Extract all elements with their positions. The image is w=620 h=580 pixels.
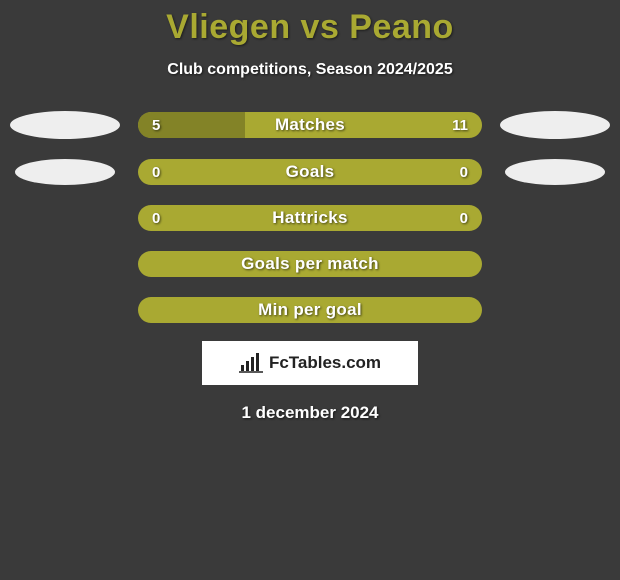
stat-label: Goals per match <box>138 254 482 274</box>
stat-row-mpg: Min per goal <box>0 297 620 323</box>
stat-bar: Min per goal <box>138 297 482 323</box>
stat-row-goals: 0 Goals 0 <box>0 159 620 185</box>
stat-right-value: 11 <box>452 117 468 134</box>
stat-bar: 0 Hattricks 0 <box>138 205 482 231</box>
subtitle: Club competitions, Season 2024/2025 <box>0 61 620 79</box>
stat-row-hattricks: 0 Hattricks 0 <box>0 205 620 231</box>
right-avatar-slot <box>500 159 610 185</box>
brand-text: FcTables.com <box>269 353 381 373</box>
stats-list: 5 Matches 11 0 Goals 0 <box>0 111 620 323</box>
stat-label: Hattricks <box>138 208 482 228</box>
stat-label: Goals <box>138 162 482 182</box>
avatar-placeholder-icon <box>10 111 120 139</box>
comparison-card: Vliegen vs Peano Club competitions, Seas… <box>0 0 620 423</box>
stat-label: Min per goal <box>138 300 482 320</box>
bar-chart-icon <box>239 353 263 373</box>
avatar-placeholder-icon <box>505 159 605 185</box>
stat-label: Matches <box>138 115 482 135</box>
stat-bar: 0 Goals 0 <box>138 159 482 185</box>
stat-right-value: 0 <box>460 210 468 227</box>
stat-right-value: 0 <box>460 164 468 181</box>
left-avatar-slot <box>10 159 120 185</box>
right-avatar-slot <box>500 111 610 139</box>
stat-bar: Goals per match <box>138 251 482 277</box>
page-title: Vliegen vs Peano <box>0 8 620 47</box>
avatar-placeholder-icon <box>15 159 115 185</box>
left-avatar-slot <box>10 111 120 139</box>
stat-row-gpm: Goals per match <box>0 251 620 277</box>
stat-bar: 5 Matches 11 <box>138 112 482 138</box>
stat-row-matches: 5 Matches 11 <box>0 111 620 139</box>
date-label: 1 december 2024 <box>0 403 620 423</box>
brand-logo[interactable]: FcTables.com <box>202 341 418 385</box>
avatar-placeholder-icon <box>500 111 610 139</box>
